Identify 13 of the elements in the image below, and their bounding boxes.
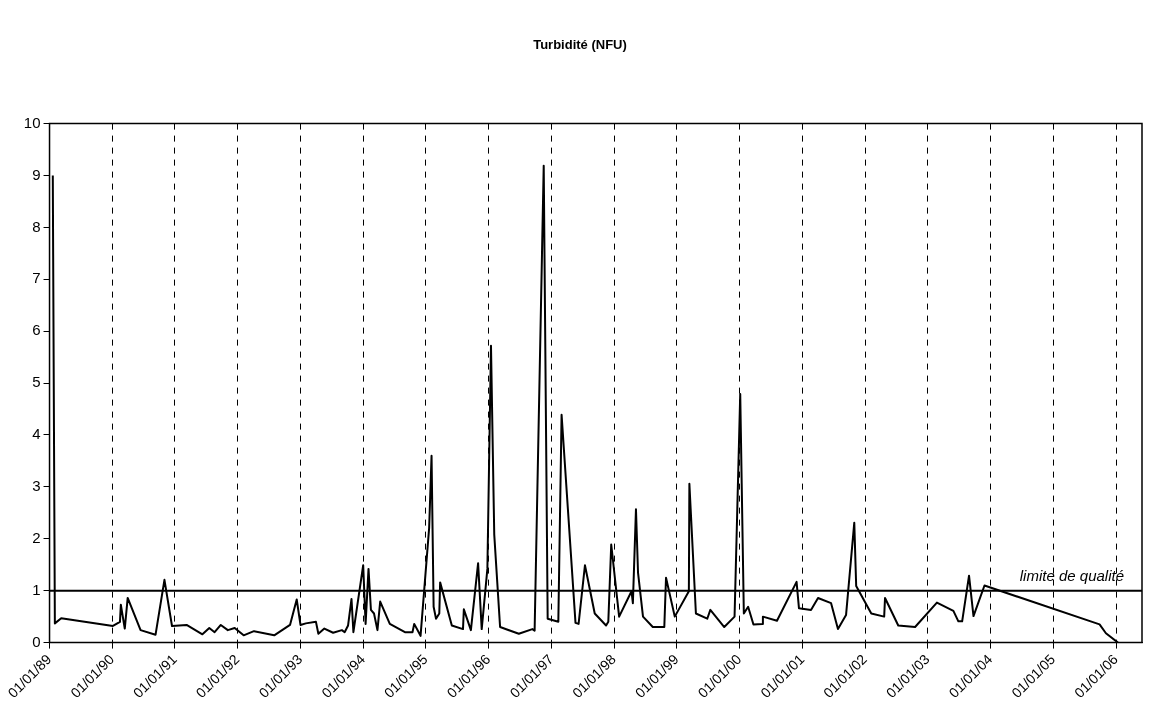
y-tick-label: 4 (32, 425, 41, 443)
y-tick-label: 5 (32, 373, 41, 391)
y-tick-label: 1 (32, 580, 41, 598)
y-tick-label: 8 (32, 217, 41, 235)
ref-line-label: limite de qualité (1019, 567, 1124, 585)
y-tick-label: 9 (32, 165, 41, 183)
y-tick-label: 6 (32, 321, 41, 339)
y-tick-label: 7 (32, 269, 41, 287)
y-tick-label: 3 (32, 477, 41, 495)
y-tick-label: 10 (23, 113, 41, 131)
y-tick-label: 0 (32, 632, 41, 650)
chart-title: Turbidité (NFU) (533, 37, 627, 53)
y-tick-label: 2 (32, 528, 41, 546)
